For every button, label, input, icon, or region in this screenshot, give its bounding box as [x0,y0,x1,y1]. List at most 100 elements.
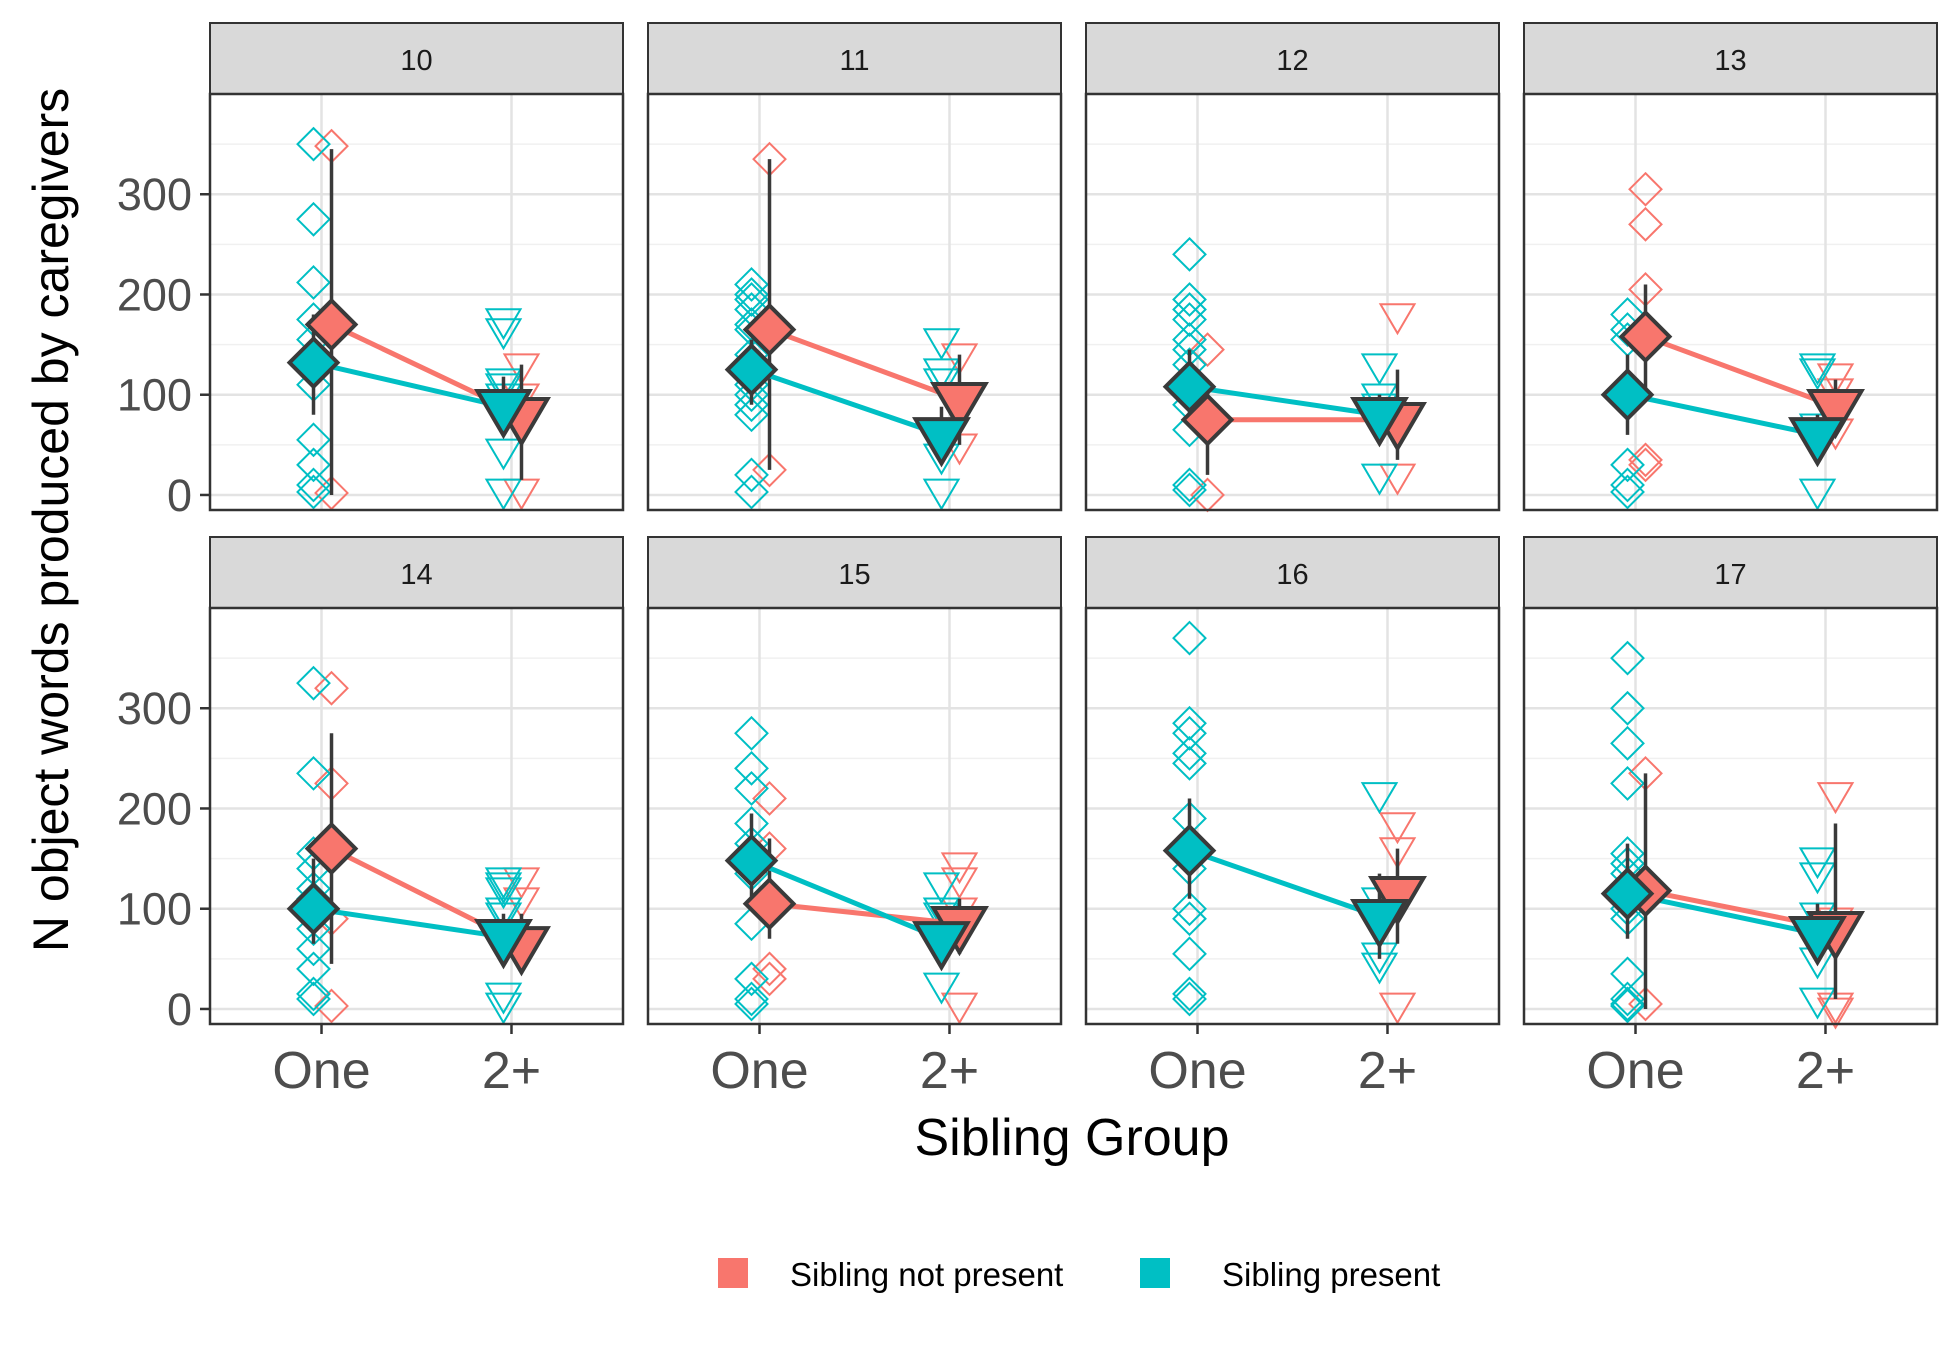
raw-point-diamond-present [1610,988,1645,1024]
panel-border [646,92,1063,512]
plot-background [210,94,623,510]
raw-point-diamond-present [296,474,331,510]
mean-point-diamond-not_present [304,297,359,352]
facet-strip-label: 14 [400,559,432,591]
mean-point-diamond-not_present [742,302,797,357]
raw-point-triangle-not_present [1378,303,1417,336]
raw-point-diamond-present [296,951,331,987]
mean-point-diamond-present [724,342,779,397]
raw-point-triangle-present [484,867,523,900]
raw-point-diamond-present [734,715,769,751]
facet-strip [1085,536,1500,609]
mean-point-diamond-present [1600,866,1655,921]
panel-border [1522,92,1939,512]
mean-point-diamond-present [286,881,341,936]
raw-point-triangle-present [484,308,523,341]
raw-point-diamond-present [734,267,769,302]
y-tick-label: 300 [117,169,192,220]
mean-line-present [1189,384,1380,418]
raw-point-diamond-present [296,981,331,1017]
mean-point-triangle-not_present [929,382,989,433]
raw-point-triangle-present [484,373,523,406]
raw-point-triangle-present [1360,782,1399,815]
facet-strip [647,22,1062,95]
plot-background [210,608,623,1024]
raw-point-diamond-present [1172,976,1207,1012]
raw-point-diamond-present [1172,302,1207,337]
raw-point-triangle-present [1798,987,1837,1020]
y-tick-label: 300 [117,683,192,734]
raw-point-diamond-not_present [752,951,787,987]
mean-point-diamond-not_present [304,821,359,876]
raw-point-triangle-present [922,328,961,361]
facet-panel-17: 17 One 2+ [1522,536,1939,1100]
mean-point-triangle-present [1787,916,1847,967]
plot-background [648,94,1061,510]
raw-point-triangle-not_present [940,992,979,1025]
raw-point-diamond-present [1610,981,1645,1017]
mean-point-diamond-present [1162,823,1217,878]
panel-border [1084,92,1501,512]
mean-point-triangle-present [473,389,533,440]
x-tick-label: 2+ [482,1042,541,1100]
raw-point-diamond-not_present [752,961,787,997]
raw-point-diamond-present [1172,236,1207,272]
plot-background [1086,608,1499,1024]
raw-point-diamond-present [1610,467,1645,503]
x-tick-label: 2+ [1796,1042,1855,1100]
raw-point-diamond-present [734,986,769,1022]
panel-border [1084,606,1501,1026]
raw-point-diamond-present [1172,292,1207,327]
mean-point-diamond-present [1600,367,1655,422]
mean-point-diamond-not_present [1618,309,1673,364]
mean-point-diamond-not_present [1180,392,1235,447]
mean-point-diamond-present [724,833,779,888]
y-tick-label: 200 [117,269,192,320]
raw-point-diamond-present [734,397,769,433]
facet-panel-13: 13 [1522,22,1939,512]
facet-strip [1523,536,1938,609]
mean-point-triangle-not_present [1805,389,1865,440]
raw-point-diamond-present [296,665,331,701]
legend-label: Sibling present [1222,1256,1440,1293]
mean-point-triangle-present [911,417,971,468]
raw-point-triangle-present [484,438,523,471]
facet-strip [209,22,624,95]
raw-point-diamond-present [1172,735,1207,771]
mean-line-present [1188,848,1381,920]
raw-point-diamond-present [296,422,331,458]
raw-point-triangle-present [1360,353,1399,386]
plot-background [1524,94,1937,510]
raw-point-diamond-not_present [1628,447,1663,483]
mean-line-not_present [768,327,961,403]
raw-point-diamond-present [1610,447,1645,483]
facet-panel-12: 12 [1084,22,1501,513]
raw-point-triangle-not_present [940,867,979,900]
raw-point-diamond-present [1172,745,1207,781]
raw-point-diamond-present [296,265,331,300]
raw-point-diamond-present [1172,936,1207,972]
raw-point-diamond-present [1172,467,1207,503]
facet-panel-14: 14 0 100 200 300 One 2+ [117,536,625,1100]
plot-background [1086,94,1499,510]
raw-point-triangle-present [484,897,523,930]
raw-point-diamond-present [296,976,331,1012]
mean-line-present [312,360,505,410]
mean-point-triangle-present [1349,899,1409,950]
raw-point-diamond-not_present [1628,171,1663,207]
raw-point-diamond-present [734,457,769,493]
raw-point-triangle-present [484,318,523,351]
raw-point-triangle-not_present [1378,992,1417,1025]
mean-line-not_present [769,901,960,927]
mean-point-triangle-present [911,921,971,972]
raw-point-triangle-present [484,478,523,511]
raw-point-triangle-present [1360,463,1399,496]
raw-point-triangle-present [1798,353,1837,386]
raw-point-diamond-present [734,961,769,997]
raw-point-diamond-present [1172,891,1207,927]
raw-point-diamond-present [734,277,769,312]
facet-strip-label: 17 [1714,559,1746,591]
raw-point-diamond-not_present [314,988,349,1024]
raw-point-diamond-not_present [1628,206,1663,242]
